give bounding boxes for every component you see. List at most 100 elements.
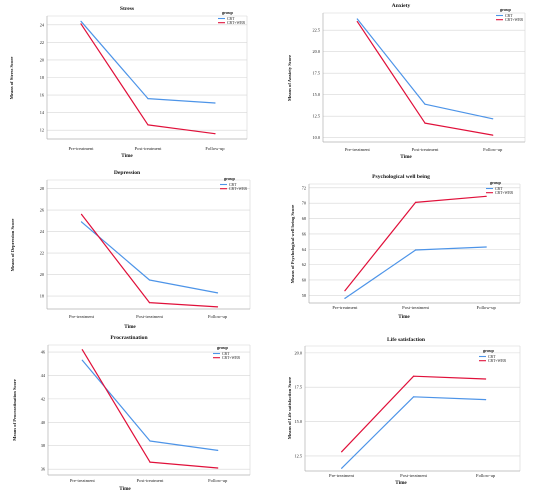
series-line-cbt-web <box>356 21 493 136</box>
legend-title: group <box>217 345 229 350</box>
data-point-cbt-web <box>80 23 82 25</box>
chart-panel: 58 60 62 64 66 68 70 72 Pre-treatment Post-treatm… <box>290 174 521 320</box>
series-line-cbt-web <box>341 375 486 453</box>
series-line-cbt <box>81 359 218 451</box>
chart-title: Stress <box>120 6 135 12</box>
data-point-cbt <box>485 399 487 401</box>
x-tick-label: Post-treatment <box>137 478 165 483</box>
x-tick-label: Post-treatment <box>400 473 428 478</box>
legend-title: group <box>483 348 495 353</box>
data-point-cbt-web <box>424 122 426 124</box>
data-point-cbt <box>217 449 219 451</box>
x-tick-label: Follow-up <box>205 146 225 151</box>
data-point-cbt <box>341 467 343 469</box>
chart-title: Anxiety <box>392 3 411 9</box>
x-tick-label: Pre-treatment <box>69 146 95 151</box>
y-axis-label: Means of Depression Score <box>10 219 15 272</box>
x-tick-label: Follow-up <box>483 147 503 152</box>
x-tick-label: Post-treatment <box>136 314 164 319</box>
x-tick-label: Pre-treatment <box>329 473 355 478</box>
x-tick-label: Follow-up <box>208 314 228 319</box>
chart-panel: 18 20 22 24 26 28 Pre-treatment Post-treatment F… <box>10 170 251 330</box>
chart-panel: 10.0 12.5 15.0 17.5 20.0 22.5 Pre-treatment Pos… <box>287 3 526 160</box>
legend-label-cbt-web: CBT+WEB <box>495 191 513 195</box>
legend-title: group <box>500 7 512 12</box>
y-tick-label: 12.5 <box>294 453 302 458</box>
y-tick-label: 16 <box>40 93 45 98</box>
data-point-cbt <box>415 249 417 251</box>
data-point-cbt-web <box>149 461 151 463</box>
y-tick-label: 70 <box>302 201 306 206</box>
data-point-cbt-web <box>81 349 83 351</box>
data-point-cbt-web <box>80 213 83 215</box>
data-point-cbt-web <box>485 378 487 380</box>
y-tick-label: 26 <box>40 208 45 213</box>
data-point-cbt <box>81 359 83 361</box>
data-point-cbt <box>413 396 415 398</box>
y-tick-label: 44 <box>41 373 46 378</box>
x-axis-label: Time <box>124 324 136 330</box>
legend-label-cbt-web: CBT+WEB <box>488 359 506 363</box>
x-axis-label: Time <box>395 480 407 486</box>
data-point-cbt-web <box>356 21 358 23</box>
y-tick-label: 12 <box>40 128 44 133</box>
data-point-cbt-web <box>415 201 417 203</box>
y-tick-label: 18 <box>40 75 44 80</box>
y-axis-label: Means of Stress Score <box>9 57 14 100</box>
legend-title: group <box>224 176 236 181</box>
y-tick-label: 17.5 <box>312 71 320 76</box>
y-axis-label: Means of Procrastination Score <box>12 379 17 441</box>
y-tick-label: 20 <box>40 57 44 62</box>
y-tick-label: 66 <box>302 231 307 236</box>
legend-label-cbt: CBT <box>229 183 237 187</box>
data-point-cbt-web <box>217 467 219 469</box>
x-tick-label: Follow-up <box>477 305 497 310</box>
y-axis-label: Means of Psychological well being Score <box>290 205 295 284</box>
data-point-cbt-web <box>492 134 494 136</box>
data-point-cbt-web <box>148 302 151 304</box>
legend-label-cbt: CBT <box>222 352 230 356</box>
data-point-cbt-web <box>413 375 415 377</box>
legend-label-cbt: CBT <box>495 187 503 191</box>
data-point-cbt <box>148 279 151 281</box>
y-tick-label: 22.5 <box>312 28 320 33</box>
legend-title: group <box>490 180 502 185</box>
chart-panel: 12.5 15.0 17.5 20.0 Pre-treatment Post-treatm… <box>287 337 521 486</box>
y-tick-label: 40 <box>41 420 45 425</box>
chart-title: Procrastination <box>110 335 148 341</box>
y-tick-label: 46 <box>41 350 46 355</box>
x-tick-label: Follow-up <box>208 478 228 483</box>
y-tick-label: 20.0 <box>312 49 320 54</box>
data-point-cbt <box>214 102 216 104</box>
y-tick-label: 28 <box>40 186 44 191</box>
chart-panel: 36 38 40 42 44 46 Pre-treatment Post-treatment F… <box>12 335 251 492</box>
data-point-cbt <box>344 297 346 299</box>
data-point-cbt <box>80 221 83 223</box>
legend-label-cbt: CBT <box>505 14 513 18</box>
legend-label-cbt-web: CBT+WEB <box>222 356 240 360</box>
data-point-cbt <box>149 440 151 442</box>
y-axis-label: Means of Anxiety Score <box>287 55 292 101</box>
legend-label-cbt: CBT <box>227 17 235 21</box>
series-line-cbt <box>344 246 487 299</box>
data-point-cbt-web <box>216 306 219 308</box>
data-point-cbt <box>356 18 358 20</box>
chart-title: Depression <box>114 170 141 176</box>
x-tick-label: Post-treatment <box>135 146 163 151</box>
x-axis-label: Time <box>119 486 131 492</box>
legend-label-cbt-web: CBT+WEB <box>229 187 247 191</box>
x-tick-label: Follow-up <box>476 473 496 478</box>
y-tick-label: 38 <box>41 443 45 448</box>
y-tick-label: 22 <box>40 40 44 45</box>
data-point-cbt-web <box>147 124 149 126</box>
legend-title: group <box>222 10 234 15</box>
y-tick-label: 18 <box>40 294 44 299</box>
data-point-cbt <box>216 292 219 294</box>
data-point-cbt <box>80 20 82 22</box>
x-axis-label: Time <box>398 314 410 320</box>
